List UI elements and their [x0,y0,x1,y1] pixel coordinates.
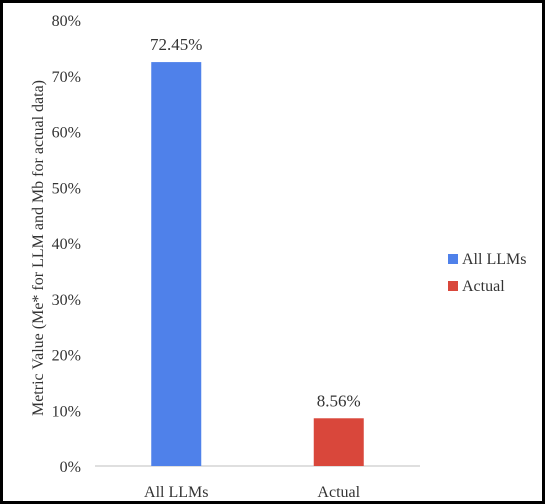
bar [313,418,364,466]
x-axis-ticks: All LLMs Actual [144,484,361,501]
y-axis-ticks: 0% 10% 20% 30% 40% 50% 60% 70% 80% [52,13,81,476]
bar [151,62,202,467]
y-tick-label: 70% [52,69,81,86]
y-tick-label: 30% [52,292,81,309]
y-tick-label: 0% [60,459,81,476]
bar-data-label: 8.56% [317,391,361,410]
y-tick-label: 20% [52,348,81,365]
legend: All LLMs Actual [448,251,526,295]
y-tick-label: 40% [52,236,81,253]
legend-swatch [448,254,458,264]
y-tick-label: 50% [52,180,81,197]
legend-label: Actual [462,278,505,295]
y-tick-label: 80% [52,13,81,30]
bars: 72.45% 8.56% [150,35,364,467]
x-tick-label: Actual [317,484,360,501]
legend-label: All LLMs [462,251,526,268]
y-tick-label: 10% [52,403,81,420]
bar-data-label: 72.45% [150,35,202,54]
y-tick-label: 60% [52,125,81,142]
legend-swatch [448,281,458,291]
y-axis-label: Metric Value (Me* for LLM and Mb for act… [30,80,47,416]
x-tick-label: All LLMs [144,484,208,501]
